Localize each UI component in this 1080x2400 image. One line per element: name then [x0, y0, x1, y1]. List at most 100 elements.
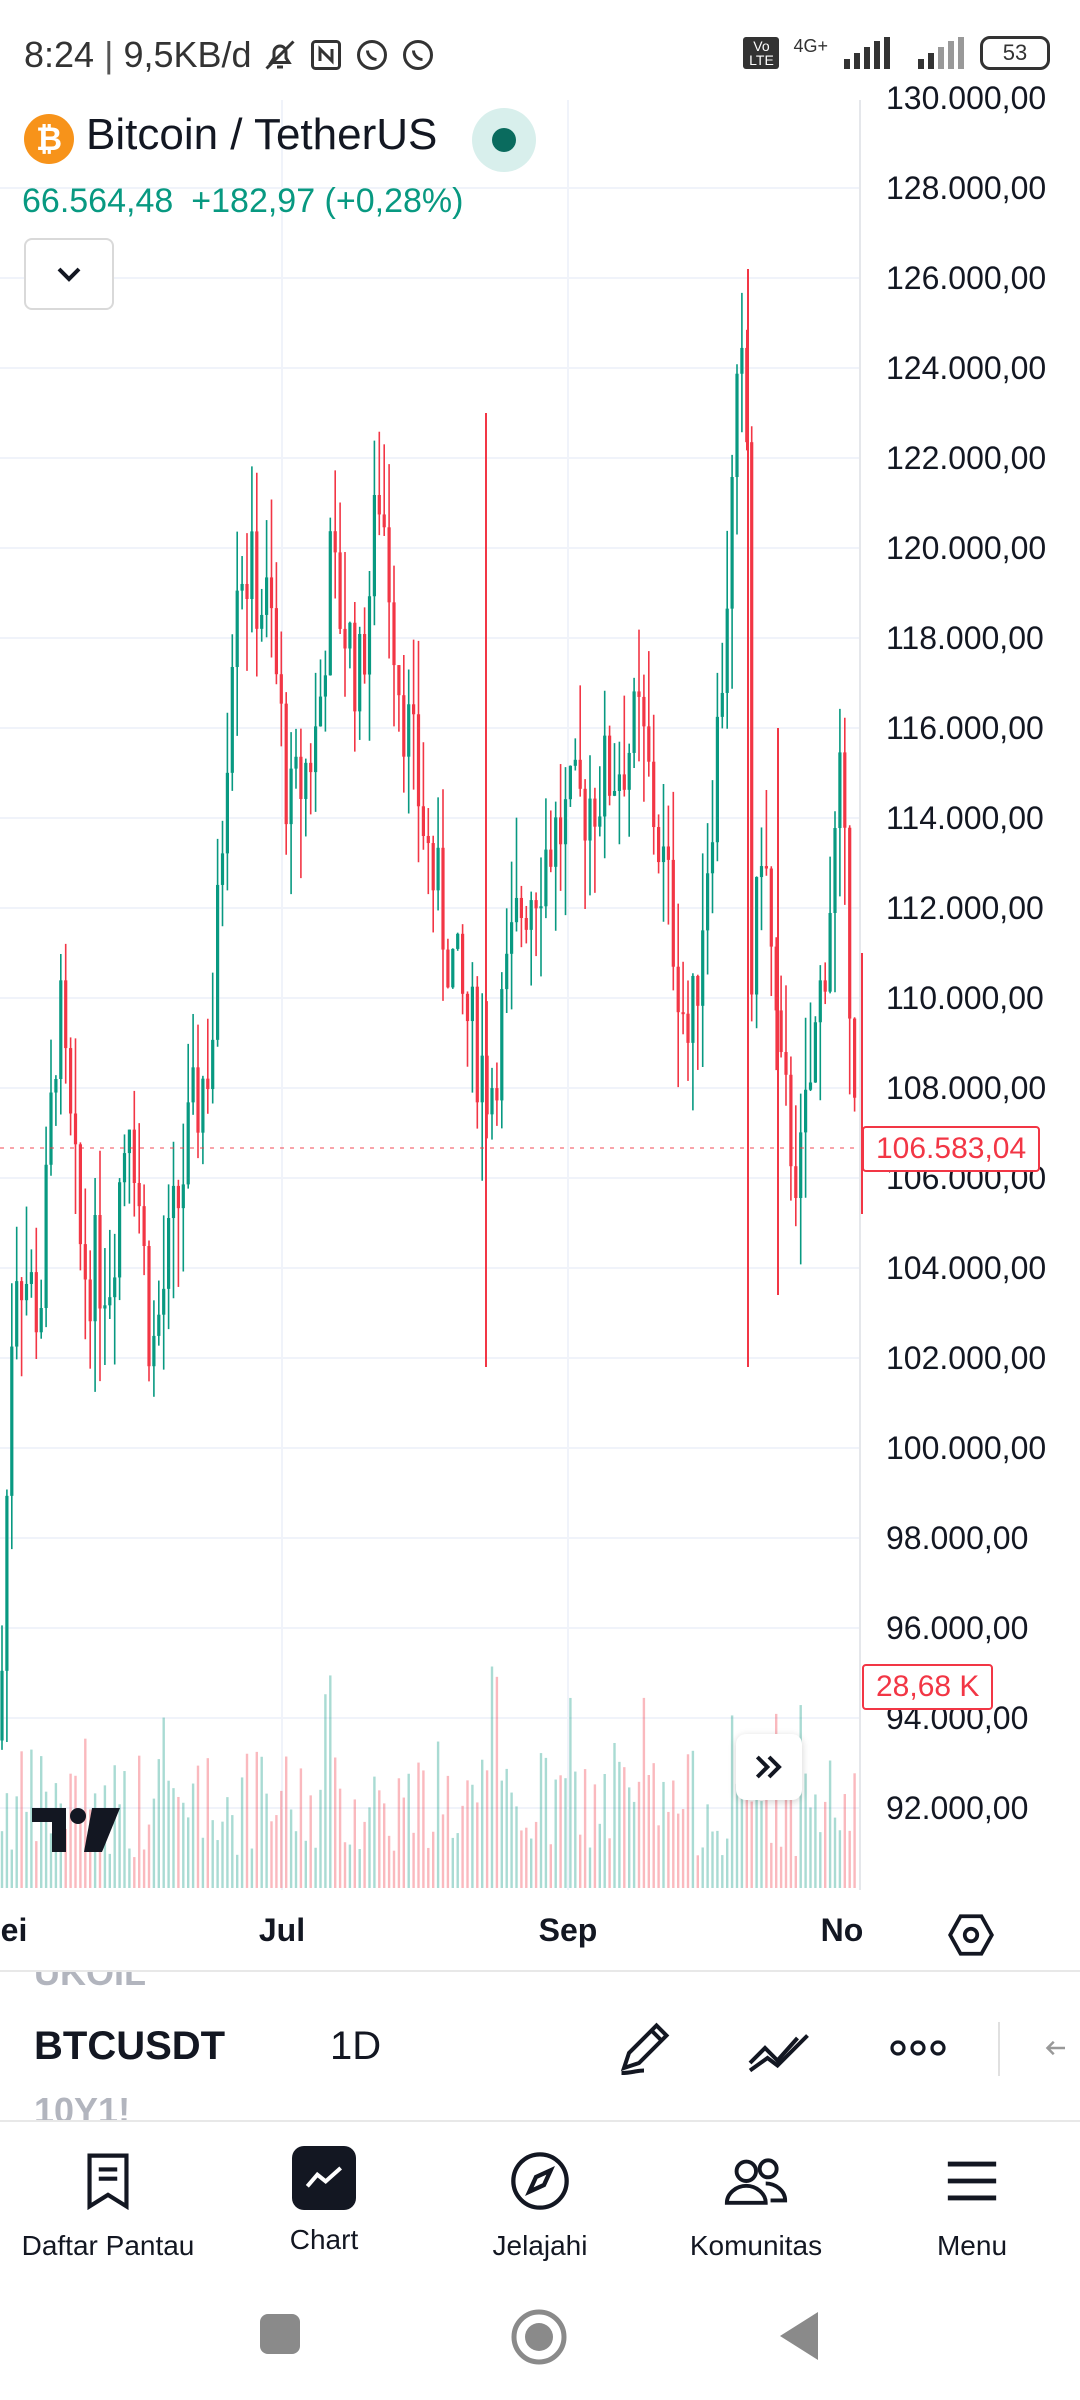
volume-bar [721, 1855, 724, 1888]
volume-bar [187, 1817, 190, 1888]
volume-bar [505, 1768, 508, 1888]
x-axis-label: No [820, 1912, 864, 1948]
candle-body [833, 828, 837, 913]
candle-body [167, 1218, 171, 1289]
volume-bar [402, 1797, 405, 1888]
volume-bar [69, 1773, 72, 1888]
candle-body [402, 695, 406, 757]
volume-bar [201, 1837, 205, 1888]
symbol-picker-next[interactable]: 10Y1! [34, 2090, 131, 2122]
volume-bar [182, 1802, 185, 1888]
candle-body [44, 1164, 48, 1309]
candle-body [706, 873, 710, 931]
candle-body [598, 816, 602, 827]
candle-body [539, 906, 543, 909]
candle-body [554, 817, 558, 867]
back-button[interactable] [778, 2310, 820, 2362]
candle-body [314, 726, 318, 773]
candle-body [201, 1078, 205, 1133]
volume-bar [157, 1759, 160, 1888]
volume-bar [618, 1761, 621, 1888]
bitcoin-logo-icon: ₿ [24, 114, 74, 164]
drawing-tool-button[interactable] [604, 2008, 684, 2088]
more-options-button[interactable] [878, 2008, 958, 2088]
candle-body [441, 847, 445, 950]
arrow-left-icon [1045, 2040, 1065, 2056]
candle-body [505, 953, 509, 990]
nfc-icon [310, 40, 341, 70]
nav-explore[interactable]: Jelajahi [432, 2134, 648, 2274]
candle-body [235, 590, 239, 667]
chart-settings-icon[interactable] [946, 1910, 996, 1960]
expand-toolbar-button[interactable] [1030, 2008, 1080, 2088]
candle-body [59, 980, 63, 1080]
volume-bar [436, 1741, 440, 1888]
volume-bar [338, 1788, 342, 1888]
status-right: Vo LTE 4G+ 53 [743, 36, 1050, 70]
volume-bar [696, 1855, 699, 1888]
x-axis-label: ei [0, 1912, 28, 1948]
symbol-picker-prev[interactable]: UKOIL [34, 1970, 146, 1993]
chart-toolbar: UKOIL BTCUSDT 10Y1! 1D [0, 1970, 1080, 2122]
recent-apps-button[interactable] [258, 2312, 302, 2356]
candle-body [122, 1153, 127, 1183]
candle-body [426, 835, 430, 844]
nav-chart[interactable]: Chart [216, 2134, 432, 2274]
volume-bar [373, 1776, 376, 1888]
candle-body [681, 1012, 685, 1015]
symbol-title[interactable]: Bitcoin / TetherUS [86, 110, 438, 159]
candle-body [206, 1078, 210, 1090]
community-icon [721, 2146, 791, 2216]
volume-bar [314, 1847, 317, 1888]
status-separator: | [104, 34, 114, 75]
volume-bar [255, 1751, 258, 1888]
indicators-button[interactable] [740, 2008, 820, 2088]
nav-watchlist[interactable]: Daftar Pantau [0, 2134, 216, 2274]
nav-community[interactable]: Komunitas [648, 2134, 864, 2274]
collapse-legend-button[interactable] [24, 238, 114, 310]
price-axis-label: 112.000,00 [886, 890, 1044, 926]
nav-menu[interactable]: Menu [864, 2134, 1080, 2274]
volume-bar [35, 1841, 38, 1888]
market-open-dot [492, 128, 516, 152]
candle-body [88, 1279, 92, 1322]
candle-body [661, 846, 666, 863]
candle-body [559, 817, 563, 845]
symbol-picker[interactable]: BTCUSDT [34, 2024, 226, 2068]
price-chart[interactable] [0, 100, 1080, 1970]
candle-body [328, 531, 332, 676]
volume-bar [329, 1675, 332, 1888]
volume-bar [309, 1795, 312, 1888]
volume-bar [716, 1830, 719, 1888]
market-status-icon[interactable] [472, 108, 536, 172]
interval-picker[interactable]: 1D [330, 2024, 382, 2068]
candle-body [622, 774, 626, 790]
home-button[interactable] [510, 2308, 568, 2366]
volume-bar [304, 1840, 307, 1888]
volume-bar [539, 1753, 543, 1888]
volume-bar [853, 1773, 856, 1888]
volume-bar [25, 1811, 28, 1888]
scroll-to-realtime-button[interactable] [736, 1734, 802, 1800]
candle-body [382, 514, 386, 528]
candle-body [191, 1067, 195, 1103]
volume-bar [10, 1849, 13, 1888]
candle-body [299, 756, 303, 799]
price-axis-label: 114.000,00 [886, 800, 1044, 836]
volume-bar [461, 1805, 464, 1888]
candle-body [799, 1132, 803, 1199]
volume-bar [525, 1827, 528, 1888]
current-price-label: 106.583,04 [862, 1126, 1041, 1172]
volume-bar [794, 1855, 797, 1888]
volume-bar [363, 1821, 366, 1888]
volume-bar [172, 1788, 175, 1888]
volume-bar [828, 1760, 832, 1888]
volume-bar [603, 1774, 606, 1888]
candle-body [818, 980, 822, 1023]
volume-bar [152, 1798, 156, 1888]
candle-body [127, 1129, 131, 1154]
candle-body [392, 602, 396, 666]
volume-bar [510, 1792, 513, 1888]
candle-body [573, 759, 577, 766]
candle-body [774, 946, 778, 1011]
